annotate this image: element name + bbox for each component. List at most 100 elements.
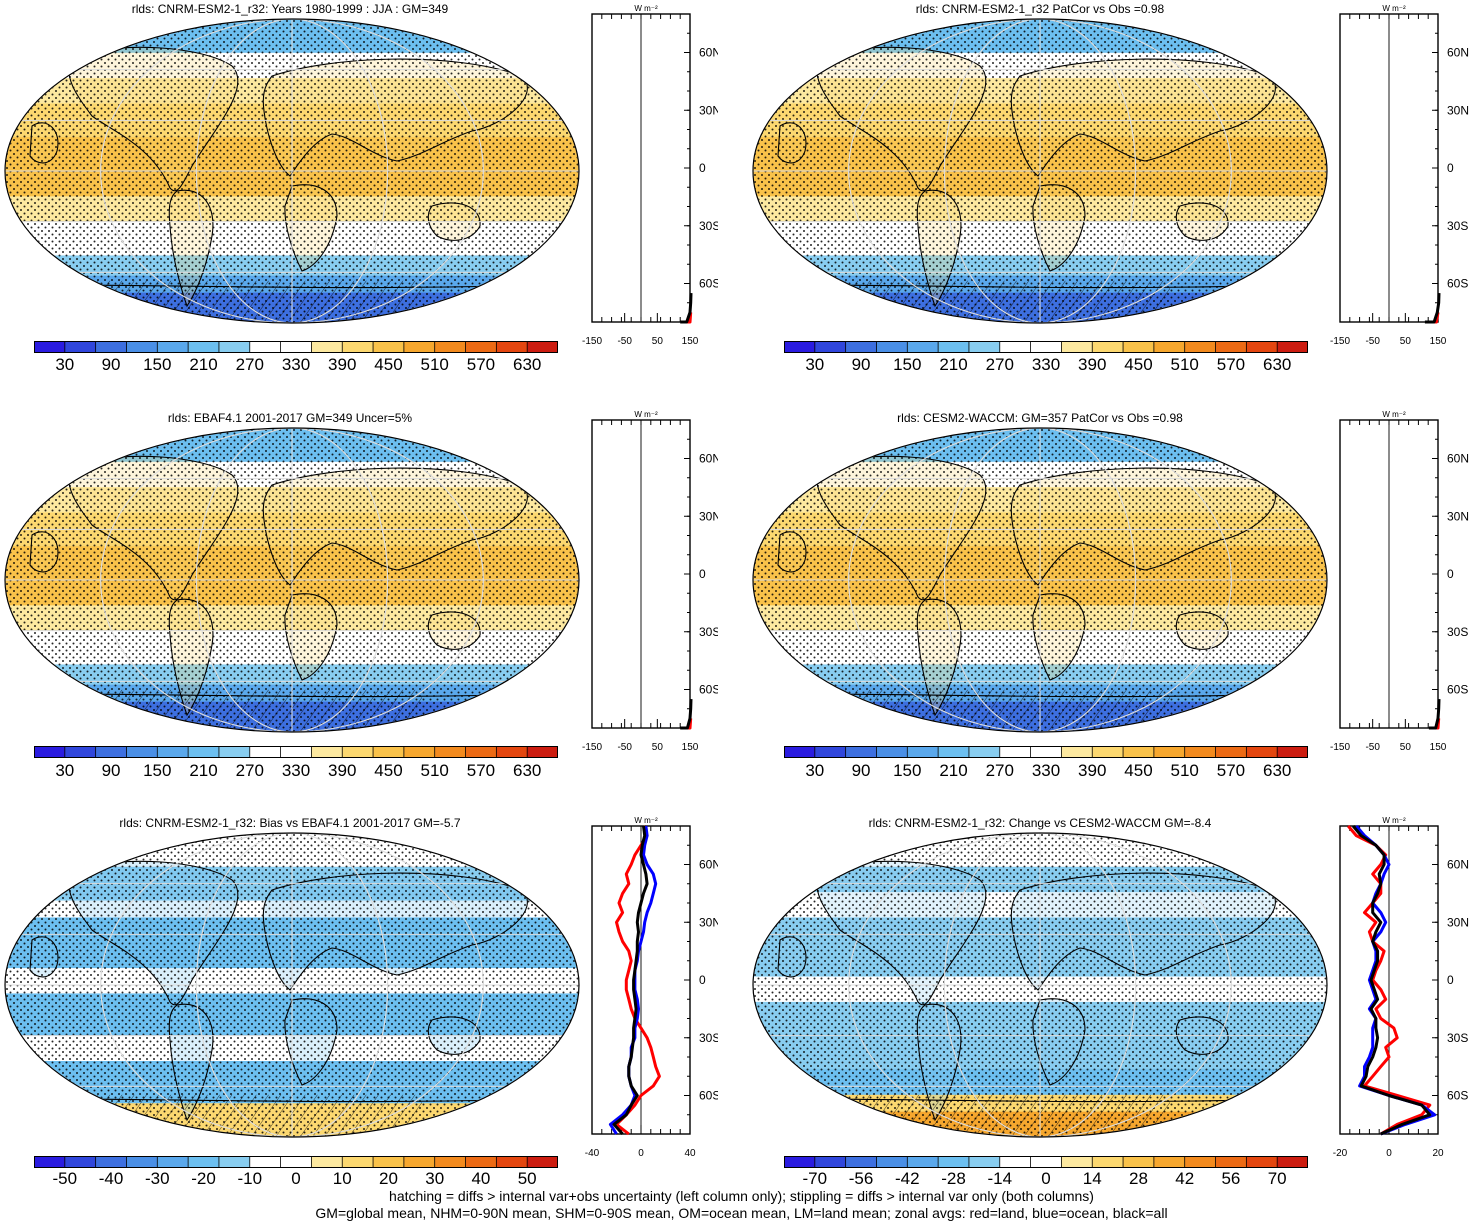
colorbar-tick-label: 210 [939, 355, 968, 374]
colorbar-tick-label: 90 [101, 761, 121, 780]
colorbar-tick-label: 450 [374, 761, 403, 780]
colorbar-labels-1: 30 90 150 210 270 330 390 450 510 570 630 [34, 355, 558, 377]
colorbar-labels-5: -50 -40 -30 -20 -10 0 10 20 30 40 50 [34, 1169, 558, 1191]
colorbar-swatch [34, 746, 66, 758]
zonal-x-tick-label: 20 [1432, 1148, 1444, 1159]
colorbar-swatch [64, 746, 96, 758]
colorbar-tick-label: 390 [1078, 355, 1107, 374]
colorbar-tick-label: 390 [1078, 761, 1107, 780]
colorbar-swatch [434, 341, 466, 353]
map-field [753, 833, 1327, 1137]
colorbar-tick-label: 510 [1170, 761, 1199, 780]
colorbar-swatch [34, 1156, 66, 1168]
zonal-x-tick-label: 0 [638, 1148, 644, 1159]
graticule-meridian [100, 19, 484, 323]
footer-note-2: GM=global mean, NHM=0-90N mean, SHM=0-90… [315, 1205, 1168, 1221]
zonal-x-tick-label: 150 [1430, 742, 1447, 753]
graticule-meridian [943, 19, 1137, 323]
colorbar-frame [34, 341, 558, 353]
colorbar-tick-label: 42 [1175, 1169, 1195, 1188]
colorbar-swatch [496, 341, 528, 353]
map-border [4, 427, 580, 733]
colorbar-tick-label: 330 [1031, 761, 1061, 780]
graticule-meridian [195, 19, 389, 323]
colorbar-tick-label: 30 [55, 761, 75, 780]
colorbar-swatch [1061, 1156, 1093, 1168]
colorbar-tick-label: 90 [851, 761, 871, 780]
colorbar-swatch [784, 1156, 816, 1168]
colorbar-tick-label: 390 [328, 355, 357, 374]
colorbar-tick-label: 510 [420, 761, 449, 780]
zonal-unit-label: W m⁻² [634, 4, 658, 13]
colorbar-swatch [814, 341, 846, 353]
map-panel-1 [4, 18, 580, 324]
colorbar-swatch [1092, 341, 1124, 353]
map-panel-6 [752, 832, 1328, 1138]
colorbar-swatch [373, 1156, 405, 1168]
zonal-lat-tick-label: 60N [1447, 858, 1469, 872]
colorbar-swatch [845, 1156, 877, 1168]
colorbar-swatch [157, 1156, 189, 1168]
colorbar-tick-label: 0 [1041, 1169, 1051, 1188]
zonal-lat-tick-label: 0 [1447, 161, 1454, 175]
map-border [752, 18, 1328, 324]
colorbar-swatch [907, 1156, 939, 1168]
colorbar-swatch [938, 746, 970, 758]
zonal-unit-label: W m⁻² [634, 816, 658, 825]
colorbar-swatch [465, 341, 497, 353]
colorbar-swatch [1092, 746, 1124, 758]
colorbar-tick-label: -50 [52, 1169, 78, 1188]
zonal-x-tick-label: 40 [684, 1148, 696, 1159]
colorbar-swatch [465, 1156, 497, 1168]
colorbar-swatch [311, 746, 343, 758]
zonal-x-tick-label: -50 [1365, 742, 1380, 753]
colorbar-tick-label: 510 [420, 355, 449, 374]
zonal-x-tick-label: -150 [1330, 336, 1350, 347]
colorbar-swatch [784, 341, 816, 353]
zonal-lat-tick-label: 60S [699, 683, 718, 697]
zonal-unit-label: W m⁻² [1382, 410, 1406, 419]
colorbar-tick-label: -20 [191, 1169, 216, 1188]
zonal-x-tick-label: 150 [682, 336, 699, 347]
zonal-lat-tick-label: 0 [1447, 973, 1454, 987]
colorbar-tick-label: 210 [939, 761, 968, 780]
zonal-x-tick-label: 50 [652, 742, 664, 753]
colorbar-tick-label: 30 [805, 355, 825, 374]
map-panel-3 [4, 427, 580, 733]
colorbar-swatch [1123, 1156, 1155, 1168]
colorbar-swatch [1123, 341, 1155, 353]
colorbar-swatch [1184, 341, 1216, 353]
colorbar-tick-label: 330 [281, 355, 311, 374]
colorbar-swatch [1246, 746, 1278, 758]
graticule-meridian [943, 833, 1137, 1137]
graticule-meridian [943, 428, 1137, 732]
colorbar-swatch [403, 1156, 436, 1168]
zonal-lat-tick-label: 30S [1447, 1031, 1468, 1045]
colorbar-swatch [999, 1156, 1031, 1168]
colorbar-swatch [249, 1156, 281, 1168]
colorbar-swatch [938, 341, 970, 353]
map-panel-5 [4, 832, 580, 1138]
zonal-panel-5: W m⁻² -40 0 40 60N 30N 0 30S 60S [585, 816, 718, 1159]
graticule-meridian [100, 428, 484, 732]
colorbar-swatch [1277, 746, 1308, 758]
colorbar-swatch [876, 746, 908, 758]
zonal-unit-label: W m⁻² [634, 410, 658, 419]
colorbar-swatch [1277, 341, 1308, 353]
zonal-x-tick-label: -50 [1365, 336, 1380, 347]
colorbar-swatch [218, 1156, 251, 1168]
colorbar-2 [784, 341, 1308, 353]
zonal-line-all [1424, 293, 1441, 324]
colorbar-tick-label: 56 [1221, 1169, 1241, 1188]
colorbar-swatch [814, 746, 846, 758]
colorbar-swatch [95, 1156, 127, 1168]
zonal-x-tick-label: 50 [652, 336, 664, 347]
footer-note-1: hatching = diffs > internal var+obs unce… [389, 1188, 1094, 1204]
zonal-x-tick-label: -50 [617, 742, 632, 753]
zonal-panel-4: W m⁻² -150 -50 50 150 60N 30N 0 30S 60S [1330, 410, 1469, 753]
colorbar-swatch [126, 746, 158, 758]
colorbar-tick-label: -30 [144, 1169, 170, 1188]
zonal-lat-tick-label: 60N [1447, 452, 1469, 466]
zonal-x-tick-label: 150 [682, 742, 699, 753]
colorbar-swatch [1215, 746, 1247, 758]
